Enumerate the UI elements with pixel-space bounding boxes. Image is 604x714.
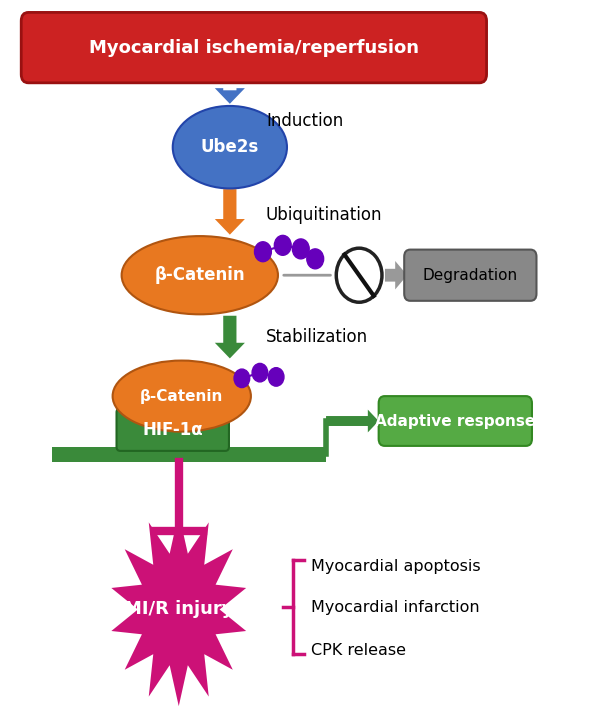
- Polygon shape: [215, 88, 245, 104]
- Polygon shape: [111, 513, 246, 706]
- Text: MI/R injury: MI/R injury: [124, 600, 234, 618]
- Circle shape: [252, 363, 268, 382]
- Text: β-Catenin: β-Catenin: [155, 266, 245, 284]
- Polygon shape: [326, 410, 379, 433]
- Text: Induction: Induction: [266, 112, 343, 130]
- Text: Ubiquitination: Ubiquitination: [266, 206, 382, 223]
- Text: CPK release: CPK release: [311, 643, 406, 658]
- Ellipse shape: [173, 106, 287, 188]
- Polygon shape: [215, 189, 245, 235]
- FancyBboxPatch shape: [379, 396, 532, 446]
- FancyBboxPatch shape: [404, 250, 536, 301]
- FancyBboxPatch shape: [117, 408, 229, 451]
- Text: β-Catenin: β-Catenin: [140, 388, 223, 403]
- Ellipse shape: [112, 361, 251, 432]
- Text: Degradation: Degradation: [423, 268, 518, 283]
- Text: HIF-1α: HIF-1α: [143, 421, 203, 438]
- Text: Myocardial apoptosis: Myocardial apoptosis: [311, 559, 481, 574]
- Text: Stabilization: Stabilization: [266, 328, 368, 346]
- Text: Myocardial ischemia/reperfusion: Myocardial ischemia/reperfusion: [89, 39, 419, 56]
- Circle shape: [336, 248, 382, 302]
- Text: Adaptive response: Adaptive response: [375, 413, 535, 428]
- Circle shape: [307, 249, 324, 268]
- Text: Ube2s: Ube2s: [201, 139, 259, 156]
- Polygon shape: [215, 316, 245, 358]
- Circle shape: [268, 368, 284, 386]
- Ellipse shape: [121, 236, 278, 314]
- Text: Myocardial infarction: Myocardial infarction: [311, 600, 480, 615]
- Circle shape: [234, 369, 249, 388]
- Circle shape: [274, 236, 291, 256]
- Polygon shape: [385, 261, 407, 289]
- Circle shape: [254, 242, 271, 262]
- Bar: [53, 448, 326, 461]
- Circle shape: [292, 239, 309, 259]
- FancyBboxPatch shape: [21, 12, 487, 83]
